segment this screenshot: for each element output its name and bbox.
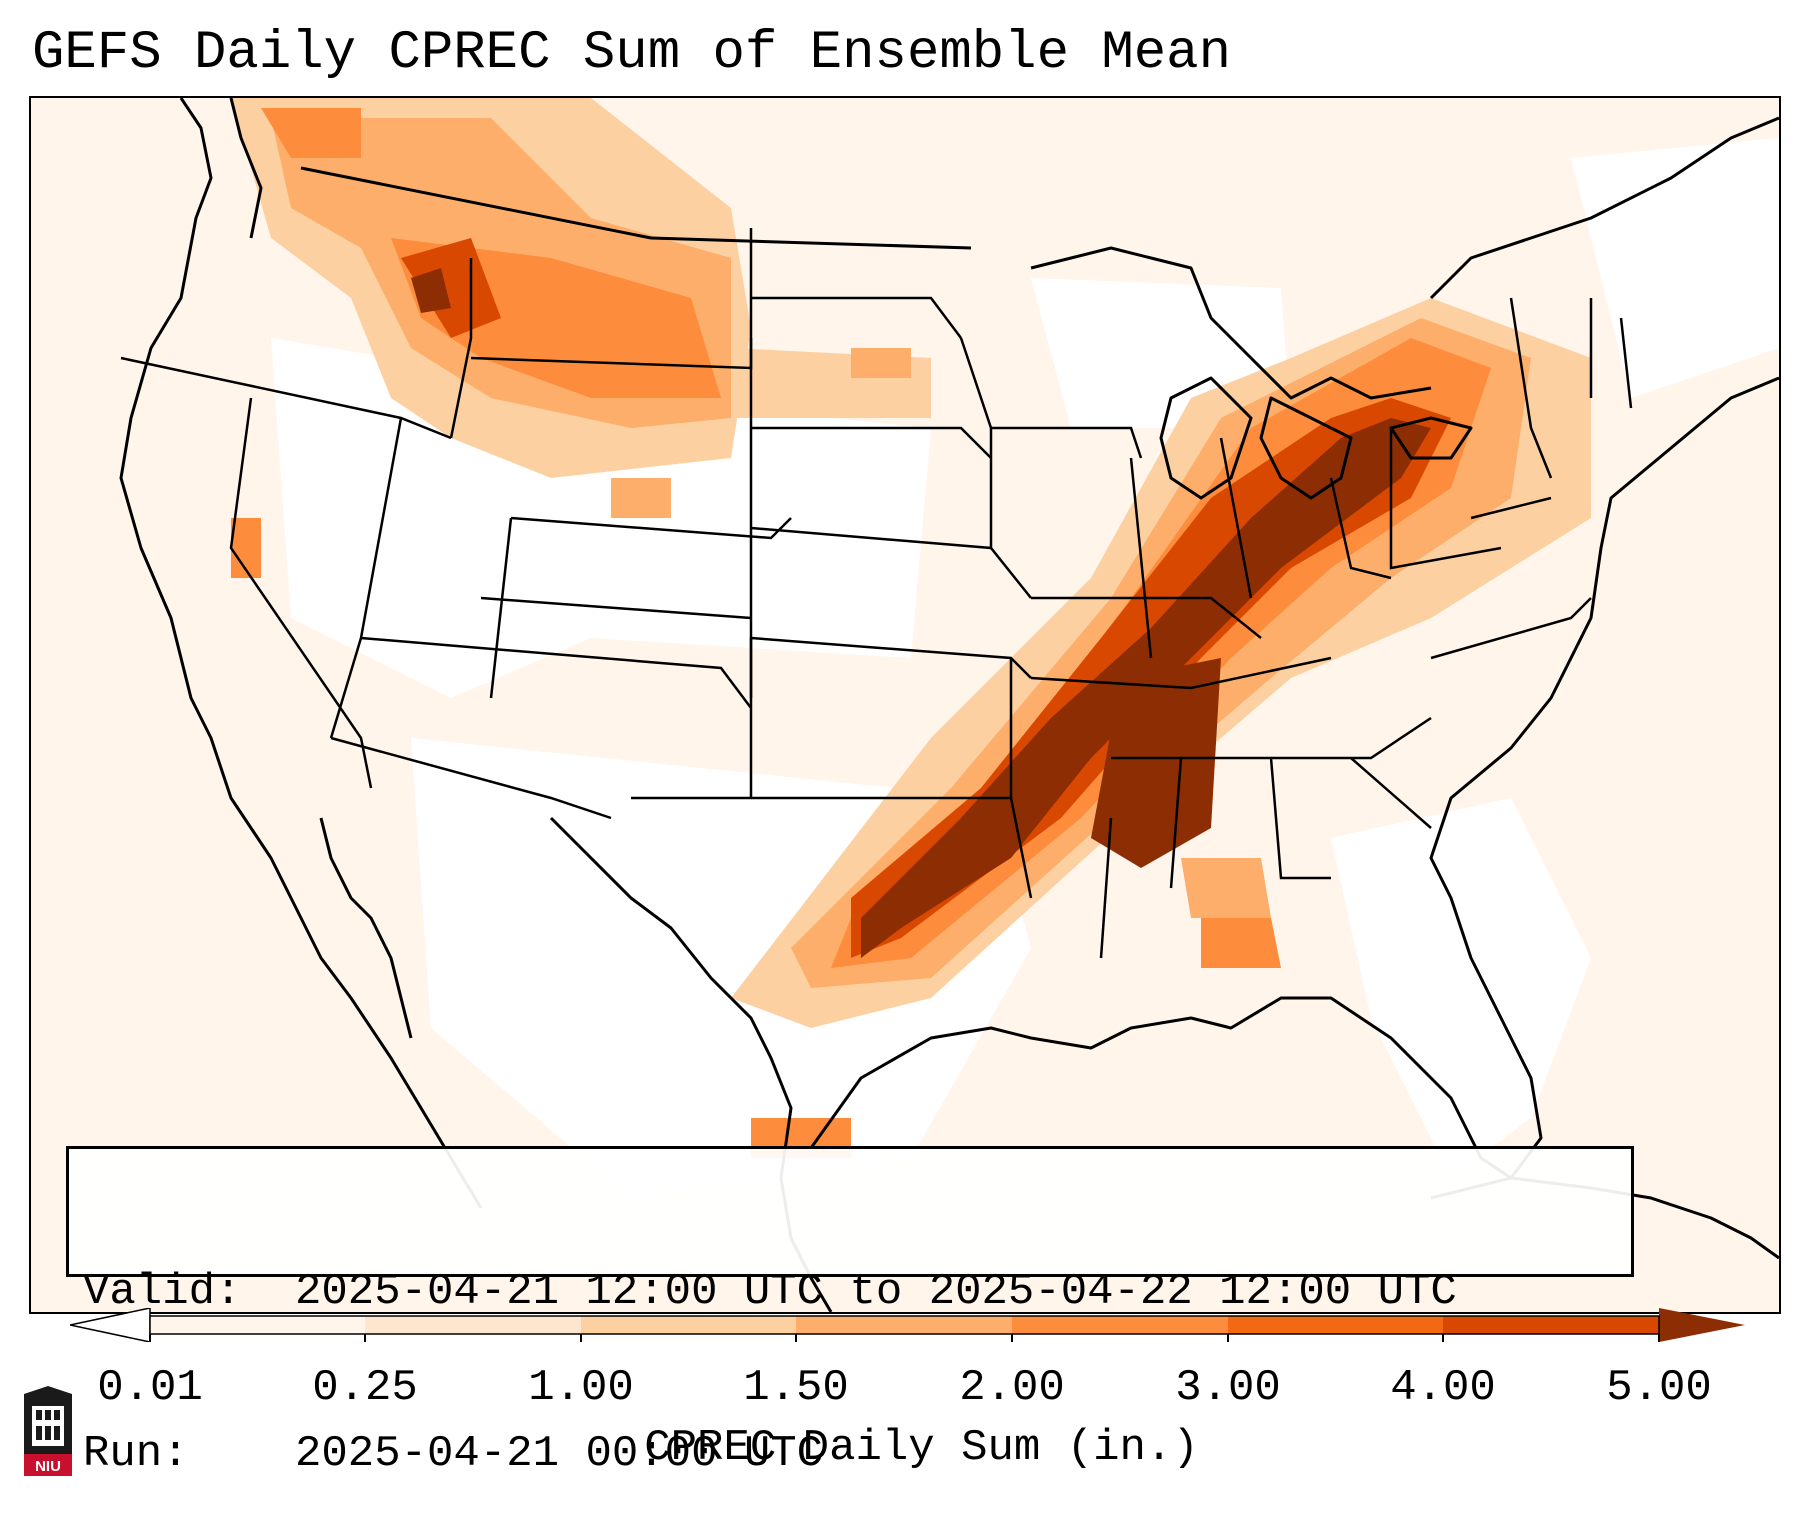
valid-label: Valid: (83, 1267, 242, 1317)
precip-field-light (31, 98, 1779, 1312)
run-info-box: Valid: 2025-04-21 12:00 UTC to 2025-04-22… (66, 1146, 1634, 1479)
colorbar-tick-label: 4.00 (1390, 1363, 1496, 1413)
precip-field-band (731, 298, 1591, 1158)
colorbar-tick-label: 0.01 (97, 1363, 203, 1413)
colorbar-extend-min (70, 1308, 151, 1342)
state-boundaries (120, 228, 1633, 959)
colorbar-tick-label: 0.25 (312, 1363, 418, 1413)
colorbar-tick-label: 1.00 (528, 1363, 634, 1413)
niu-logo-text: NIU (35, 1458, 61, 1475)
colorbar-segment (581, 1316, 796, 1334)
colorbar (70, 1308, 1745, 1342)
precipitation-map (29, 96, 1781, 1314)
colorbar-tick-label: 1.50 (743, 1363, 849, 1413)
colorbar-segment (1228, 1316, 1443, 1334)
colorbar-tick-label: 5.00 (1606, 1363, 1712, 1413)
run-label: Run: (83, 1429, 189, 1479)
niu-logo: NIU (24, 1386, 72, 1476)
colorbar-tick-label: 3.00 (1175, 1363, 1281, 1413)
colorbar-segment (1012, 1316, 1228, 1334)
valid-value: 2025-04-21 12:00 UTC to 2025-04-22 12:00… (295, 1267, 1457, 1317)
colorbar-segment (796, 1316, 1012, 1334)
colorbar-title: CPREC Daily Sum (in.) (644, 1423, 1199, 1473)
colorbar-extend-max (1659, 1308, 1745, 1342)
map-title: GEFS Daily CPREC Sum of Ensemble Mean (32, 23, 1231, 84)
run-value: 2025-04-21 00:00 UTC (295, 1429, 824, 1479)
colorbar-segment (150, 1316, 365, 1334)
map-canvas (31, 98, 1779, 1312)
precip-field-north (231, 98, 931, 578)
colorbar-segment (365, 1316, 581, 1334)
colorbar-tick-label: 2.00 (959, 1363, 1065, 1413)
colorbar-segment (1443, 1316, 1659, 1334)
coastlines-and-borders (119, 98, 1779, 1312)
